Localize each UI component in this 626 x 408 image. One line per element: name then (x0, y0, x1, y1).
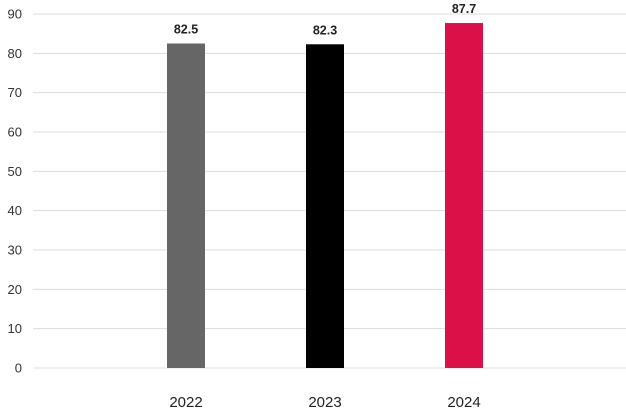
value-label-2022: 82.5 (174, 23, 198, 37)
value-labels: 82.5 82.3 87.7 (174, 2, 476, 37)
bars (167, 23, 483, 369)
x-tick-label-2024: 2024 (447, 394, 480, 408)
y-tick-label: 0 (15, 361, 22, 376)
y-tick-label: 50 (8, 164, 22, 179)
y-tick-label: 90 (8, 7, 22, 22)
y-tick-label: 20 (8, 282, 22, 297)
x-axis-labels: 2022 2023 2024 (169, 394, 480, 408)
bar-2022 (167, 43, 205, 368)
y-tick-label: 80 (8, 46, 22, 61)
y-axis-ticks: 0 10 20 30 40 50 60 70 80 90 (8, 7, 22, 376)
y-tick-label: 10 (8, 321, 22, 336)
bar-2023 (306, 44, 344, 368)
y-tick-label: 30 (8, 243, 22, 258)
x-tick-label-2023: 2023 (308, 394, 341, 408)
value-label-2024: 87.7 (452, 2, 476, 16)
x-tick-label-2022: 2022 (169, 394, 202, 408)
bar-2024 (445, 23, 483, 369)
y-tick-label: 70 (8, 85, 22, 100)
y-tick-label: 40 (8, 203, 22, 218)
y-tick-label: 60 (8, 125, 22, 140)
value-label-2023: 82.3 (313, 23, 337, 37)
